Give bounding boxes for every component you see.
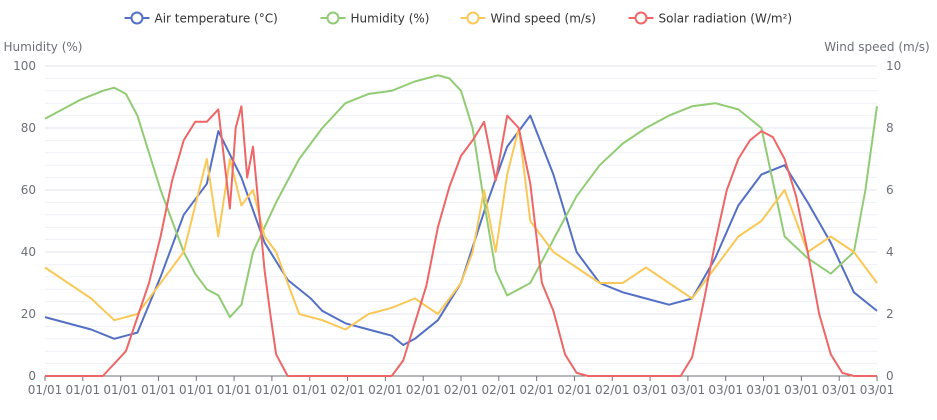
legend-item: Wind speed (m/s): [460, 11, 596, 26]
x-tick-label: 03/01: [671, 383, 706, 397]
x-tick-label: 02/01: [482, 383, 517, 397]
x-tick-label: 02/01: [595, 383, 630, 397]
legend-item: Humidity (%): [320, 11, 430, 26]
x-tick-label: 01/01: [292, 383, 327, 397]
legend-label: Wind speed (m/s): [491, 12, 596, 26]
y-right-tick-label: 6: [886, 183, 894, 197]
series-line-air-temperature-c: [44, 114, 878, 346]
x-tick-label: 01/01: [141, 383, 176, 397]
legend-label: Air temperature (°C): [155, 12, 278, 26]
series-line-humidity: [44, 74, 878, 319]
y-right-tick-label: 4: [886, 245, 894, 259]
x-tick-label: 01/01: [255, 383, 290, 397]
x-tick-label: 01/01: [28, 383, 63, 397]
x-tick-label: 01/01: [217, 383, 252, 397]
x-tick-label: 02/01: [406, 383, 441, 397]
x-tick-label: 03/01: [860, 383, 895, 397]
x-tick-label: 03/01: [708, 383, 743, 397]
legend-marker-icon: [130, 11, 144, 25]
x-tick-label: 01/01: [103, 383, 138, 397]
x-tick-label: 01/01: [66, 383, 101, 397]
y-left-tick-label: 60: [21, 183, 36, 197]
y-left-tick-label: 40: [21, 245, 36, 259]
y-left-axis-title: Humidity (%): [4, 40, 83, 54]
x-tick-label: 01/01: [179, 383, 214, 397]
legend-marker-icon: [634, 11, 648, 25]
y-right-tick-label: 0: [886, 369, 894, 383]
legend-marker-icon: [326, 11, 340, 25]
y-left-tick-label: 20: [21, 307, 36, 321]
x-tick-label: 03/01: [633, 383, 668, 397]
x-tick-label: 03/01: [822, 383, 857, 397]
legend-item: Solar radiation (W/m²): [628, 11, 793, 26]
y-left-tick-label: 80: [21, 121, 36, 135]
y-right-tick-label: 2: [886, 307, 894, 321]
legend: Air temperature (°C) Humidity (%) Wind spe…: [124, 11, 793, 26]
y-right-tick-label: 8: [886, 121, 894, 135]
x-tick-label: 02/01: [519, 383, 554, 397]
x-tick-label: 03/01: [784, 383, 819, 397]
y-right-tick-label: 10: [886, 59, 901, 73]
legend-label: Solar radiation (W/m²): [659, 12, 793, 26]
x-tick-label: 02/01: [368, 383, 403, 397]
grid: [45, 65, 877, 377]
y-left-tick-label: 100: [13, 59, 36, 73]
series: [44, 74, 878, 377]
x-tick-label: 03/01: [746, 383, 781, 397]
series-line-solar-radiation-w-m: [45, 105, 877, 377]
series-line-wind-speed-m-s: [44, 127, 878, 331]
legend-marker-icon: [466, 11, 480, 25]
legend-item: Air temperature (°C): [124, 11, 278, 26]
x-tick-label: 02/01: [330, 383, 365, 397]
y-left-tick-label: 0: [28, 369, 36, 383]
x-tick-label: 02/01: [444, 383, 479, 397]
legend-label: Humidity (%): [351, 12, 430, 26]
y-right-axis-title: Wind speed (m/s): [824, 40, 929, 54]
x-tick-label: 02/01: [557, 383, 592, 397]
